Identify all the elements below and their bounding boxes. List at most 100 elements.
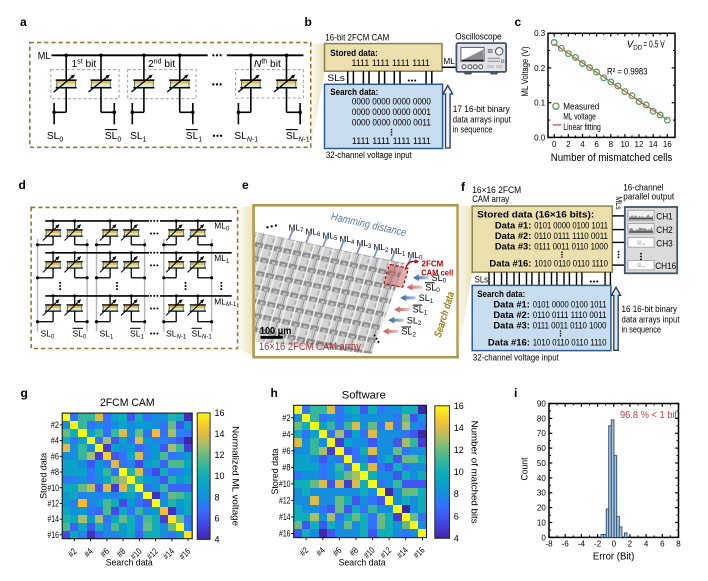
svg-text:Stored data (16×16 bits):: Stored data (16×16 bits): (477, 210, 594, 220)
svg-text:10: 10 (537, 518, 546, 527)
svg-text:#14: #14 (279, 512, 291, 522)
svg-text:4: 4 (215, 535, 220, 545)
svg-text:2: 2 (566, 140, 571, 149)
svg-text:80: 80 (537, 414, 546, 423)
svg-text:SL0: SL0 (432, 273, 447, 285)
svg-text:0: 0 (612, 540, 617, 549)
svg-text:Normalized ML voltage: Normalized ML voltage (231, 426, 241, 526)
svg-text:0110 0111 1110 0011: 0110 0111 1110 0011 (534, 231, 608, 241)
svg-text:g: g (21, 386, 28, 400)
svg-text:-2: -2 (594, 540, 602, 549)
svg-text:32-channel voltage input: 32-channel voltage input (326, 150, 412, 160)
svg-text:R² = 0.9983: R² = 0.9983 (607, 66, 648, 76)
svg-text:2FCM CAM: 2FCM CAM (100, 397, 155, 409)
svg-text:96.8 % < 1 bit: 96.8 % < 1 bit (620, 410, 677, 421)
svg-text:#2: #2 (51, 420, 59, 430)
svg-text:e: e (242, 178, 249, 192)
svg-text:parallel output: parallel output (623, 192, 675, 202)
svg-text:ML4: ML4 (340, 235, 355, 246)
svg-text:Data #16:: Data #16: (488, 337, 530, 347)
svg-text:16: 16 (663, 140, 672, 149)
svg-text:-8: -8 (545, 540, 553, 549)
svg-text:ML: ML (38, 51, 51, 62)
svg-text:8: 8 (215, 492, 220, 502)
svg-text:SLN-1: SLN-1 (166, 329, 187, 341)
svg-text:SL0: SL0 (637, 240, 645, 246)
svg-text:Stored data: Stored data (270, 448, 281, 495)
svg-text:#16: #16 (48, 530, 60, 540)
svg-text:-4: -4 (578, 540, 586, 549)
svg-text:1010 0110 0110 1110: 1010 0110 0110 1110 (533, 337, 607, 347)
svg-text:SLs: SLs (327, 73, 345, 83)
svg-text:CAM cell: CAM cell (421, 267, 453, 277)
svg-text:2FCM: 2FCM (422, 258, 444, 268)
svg-text:SL1: SL1 (419, 293, 434, 305)
svg-text:0101 0000 0100 1011: 0101 0000 0100 1011 (533, 299, 607, 309)
svg-text:32-channel voltage input: 32-channel voltage input (473, 352, 559, 362)
svg-text:0111 0011 0110 1000: 0111 0011 0110 1000 (534, 242, 608, 252)
svg-text:16×16 2FCM CAM array: 16×16 2FCM CAM array (259, 341, 362, 353)
svg-text:8: 8 (676, 540, 681, 549)
svg-text:#2: #2 (282, 413, 290, 423)
svg-text:#4: #4 (282, 429, 290, 439)
svg-text:8: 8 (609, 140, 614, 149)
svg-text:#10: #10 (279, 479, 291, 489)
svg-text:Software: Software (342, 390, 386, 402)
svg-text:16×16 2FCM: 16×16 2FCM (472, 185, 521, 195)
svg-text:Data #1:: Data #1: (493, 299, 530, 309)
svg-text:0101 0000 0100 1011: 0101 0000 0100 1011 (534, 220, 608, 230)
svg-text:70: 70 (537, 429, 546, 438)
svg-text:SL1: SL1 (413, 305, 428, 317)
svg-text:Stored data: Stored data (39, 452, 50, 499)
svg-text:Stored data:: Stored data: (330, 48, 378, 58)
svg-text:2: 2 (628, 540, 633, 549)
svg-text:SL1: SL1 (186, 131, 202, 143)
svg-text:in sequence: in sequence (453, 125, 493, 135)
svg-text:0000 0000 0000 0011: 0000 0000 0000 0011 (352, 117, 431, 127)
svg-text:SL1: SL1 (130, 329, 145, 341)
svg-text:ML: ML (444, 56, 455, 66)
svg-text:SL1: SL1 (100, 329, 115, 341)
svg-text:0.1: 0.1 (534, 99, 546, 108)
svg-text:#6: #6 (282, 446, 290, 456)
svg-text:Data #3:: Data #3: (493, 321, 530, 331)
svg-text:Count: Count (520, 457, 530, 480)
svg-text:ML1: ML1 (391, 247, 406, 258)
svg-text:4: 4 (644, 540, 649, 549)
svg-text:Oscilloscope: Oscilloscope (455, 32, 501, 42)
svg-text:#6: #6 (51, 451, 59, 461)
svg-text:f: f (461, 180, 466, 194)
svg-text:Number of matched bits: Number of matched bits (470, 421, 480, 524)
svg-text:Search data:: Search data: (330, 87, 378, 97)
svg-text:Number of mismatched cells: Number of mismatched cells (551, 152, 673, 164)
svg-text:Search data:: Search data: (477, 289, 525, 299)
svg-text:0000 0000 0000 0000: 0000 0000 0000 0000 (352, 97, 431, 107)
svg-text:CH2: CH2 (656, 225, 672, 235)
svg-text:14: 14 (454, 423, 464, 433)
svg-text:ML7: ML7 (289, 223, 304, 234)
svg-text:16: 16 (215, 408, 225, 418)
svg-text:i: i (514, 386, 517, 400)
svg-text:ML0: ML0 (408, 251, 423, 262)
svg-text:SL0: SL0 (47, 131, 63, 143)
svg-text:1111 1111 1111 1111: 1111 1111 1111 1111 (352, 136, 431, 146)
svg-text:SL2: SL2 (407, 315, 422, 327)
svg-text:b: b (305, 15, 312, 29)
svg-text:SLN-1: SLN-1 (192, 329, 213, 341)
svg-text:12: 12 (454, 445, 464, 455)
svg-text:14: 14 (215, 429, 225, 439)
svg-text:Linear fitting: Linear fitting (563, 122, 601, 132)
svg-text:30: 30 (537, 489, 546, 498)
svg-text:Data #3:: Data #3: (495, 242, 532, 252)
svg-text:ML3: ML3 (357, 239, 372, 250)
svg-text:#4: #4 (51, 436, 59, 446)
svg-text:40: 40 (537, 474, 546, 483)
svg-text:h: h (271, 386, 278, 400)
svg-text:16-bit 2FCM CAM: 16-bit 2FCM CAM (325, 32, 389, 42)
svg-text:0: 0 (552, 140, 557, 149)
svg-text:6: 6 (594, 140, 599, 149)
svg-text:#8: #8 (51, 467, 59, 477)
svg-text:8: 8 (454, 489, 459, 499)
svg-text:10: 10 (215, 471, 225, 481)
svg-text:ML0: ML0 (214, 221, 230, 233)
